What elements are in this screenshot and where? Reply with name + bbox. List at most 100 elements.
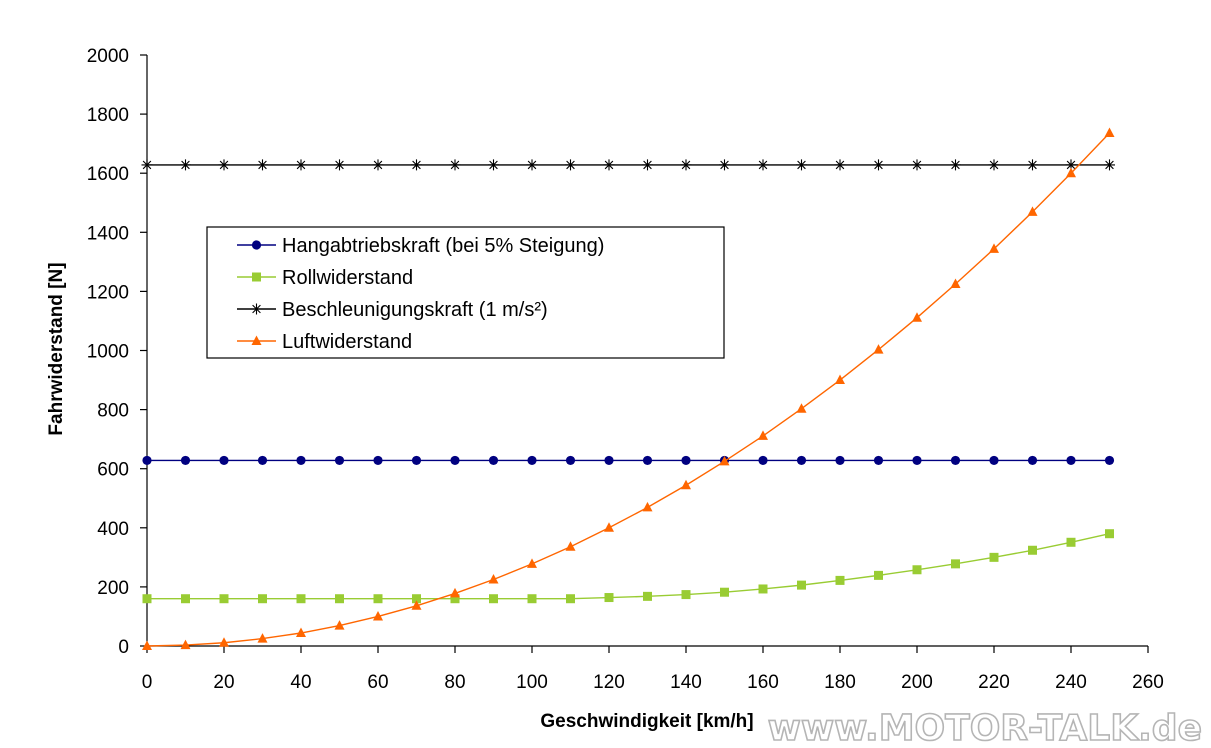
x-tick-label: 200 (901, 672, 933, 693)
data-point (565, 541, 576, 551)
data-point (873, 455, 884, 466)
data-point (257, 455, 268, 466)
series-line (147, 533, 1110, 600)
data-point (488, 574, 499, 584)
data-point (758, 455, 768, 466)
data-point (296, 594, 306, 604)
data-point (951, 559, 960, 569)
data-point (874, 570, 883, 580)
data-point (681, 479, 691, 490)
data-point (373, 455, 383, 466)
data-point (180, 639, 191, 650)
data-point (1104, 127, 1115, 138)
y-tick-label: 600 (97, 460, 129, 481)
data-point (142, 640, 152, 650)
data-point (142, 594, 152, 604)
data-point (643, 591, 652, 601)
data-point (642, 455, 653, 466)
data-point (873, 159, 884, 171)
series-square (142, 529, 1114, 604)
data-point (642, 501, 653, 512)
legend-item: Luftwiderstand (237, 331, 412, 353)
x-tick-label: 80 (444, 672, 465, 693)
series-asterisk (141, 159, 1115, 171)
data-point (1065, 159, 1077, 171)
y-tick-label: 400 (97, 519, 129, 540)
data-point (1028, 545, 1037, 555)
data-point (334, 455, 345, 466)
x-tick-label: 120 (593, 672, 625, 693)
data-point (450, 587, 460, 598)
series-layer (141, 127, 1115, 650)
x-tick-label: 140 (670, 672, 702, 693)
data-point (219, 637, 229, 647)
data-point (373, 594, 383, 604)
data-point (180, 455, 191, 466)
data-point (450, 455, 460, 466)
y-tick-label: 1800 (87, 105, 129, 126)
data-point (1027, 455, 1038, 466)
data-point (950, 278, 961, 289)
data-point (719, 455, 730, 466)
x-tick-label: 20 (213, 672, 234, 693)
legend-label: Rollwiderstand (282, 267, 413, 289)
data-point (757, 159, 769, 171)
x-tick-label: 180 (824, 672, 856, 693)
legend-item: Rollwiderstand (237, 267, 413, 289)
legend-marker (251, 303, 262, 315)
data-point (873, 344, 884, 354)
data-point (257, 159, 268, 171)
data-point (527, 455, 537, 466)
data-point (604, 455, 614, 466)
legend-item: Beschleunigungskraft (1 m/s²) (237, 299, 548, 321)
data-point (988, 159, 1000, 171)
data-point (912, 312, 922, 322)
data-point (1104, 455, 1115, 466)
data-point (720, 587, 729, 597)
data-point (411, 159, 422, 171)
data-point (1027, 159, 1038, 171)
y-tick-label: 1400 (87, 223, 129, 244)
legend-marker (251, 335, 262, 345)
data-point (296, 627, 306, 637)
data-point (911, 159, 923, 171)
data-point (372, 159, 384, 171)
legend-label: Luftwiderstand (282, 331, 412, 353)
data-point (489, 594, 498, 604)
data-point (411, 600, 422, 610)
data-point (373, 610, 383, 621)
data-point (335, 594, 344, 604)
data-point (142, 455, 152, 466)
data-point (758, 584, 768, 594)
y-tick-label: 1600 (87, 164, 129, 185)
data-point (680, 159, 692, 171)
data-point (1066, 167, 1076, 178)
data-point (565, 159, 576, 171)
data-point (796, 159, 807, 171)
data-point (603, 159, 615, 171)
data-point (1066, 455, 1076, 466)
data-point (950, 159, 961, 171)
data-point (642, 159, 653, 171)
data-point (989, 243, 999, 253)
legend-label: Hangabtriebskraft (bei 5% Steigung) (282, 235, 604, 257)
data-point (835, 455, 845, 466)
data-point (141, 159, 153, 171)
watermark: www.MOTOR-TALK.de (768, 708, 1202, 748)
data-point (296, 455, 306, 466)
legend-label: Beschleunigungskraft (1 m/s²) (282, 299, 548, 321)
data-point (218, 159, 230, 171)
data-point (989, 552, 999, 562)
data-point (219, 455, 229, 466)
data-point (796, 403, 807, 413)
y-tick-label: 0 (118, 637, 129, 658)
x-tick-label: 60 (367, 672, 388, 693)
data-point (449, 159, 461, 171)
data-point (527, 558, 537, 568)
data-point (334, 159, 345, 171)
data-point (912, 565, 922, 575)
y-tick-label: 1000 (87, 342, 129, 363)
y-tick-label: 800 (97, 401, 129, 422)
data-point (181, 594, 190, 604)
